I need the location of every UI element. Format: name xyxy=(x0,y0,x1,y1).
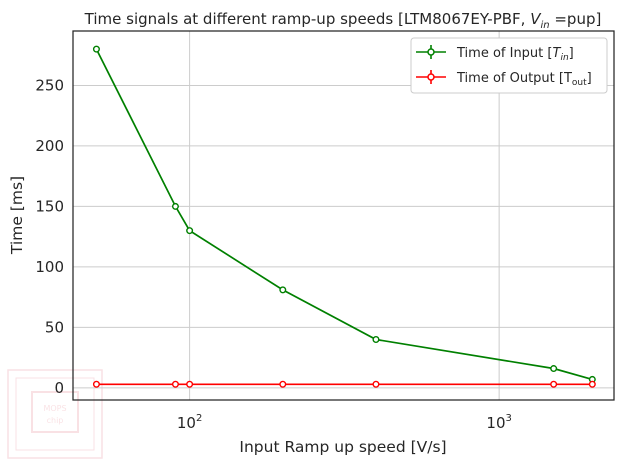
x-tick-label: 102 xyxy=(177,413,202,432)
y-axis-label: Time [ms] xyxy=(8,176,26,255)
y-tick-label: 250 xyxy=(35,76,64,94)
data-point-input xyxy=(372,336,380,344)
watermark-logo: MOPS chip xyxy=(7,369,103,459)
data-point-output xyxy=(171,380,179,388)
data-point-output xyxy=(92,380,100,388)
tick-labels: 0 50 100 150 200 250 102 103 xyxy=(35,76,512,432)
legend-box xyxy=(410,37,608,94)
series-layer xyxy=(92,45,596,388)
legend-label-input: Time of Input [Tin] xyxy=(456,46,574,63)
data-point-input xyxy=(279,286,287,294)
plot-frame xyxy=(72,30,615,401)
data-point-output xyxy=(550,380,558,388)
y-tick-label: 150 xyxy=(35,197,64,215)
data-point-input xyxy=(171,202,179,210)
x-tick-label: 103 xyxy=(486,413,511,432)
y-tick-label: 100 xyxy=(35,258,64,276)
legend-item-input: Time of Input [Tin] xyxy=(416,45,574,63)
svg-text:chip: chip xyxy=(47,416,64,425)
y-tick-label: 0 xyxy=(54,379,64,397)
data-point-input xyxy=(550,365,558,373)
y-tick-label: 50 xyxy=(45,318,64,336)
svg-text:MOPS: MOPS xyxy=(43,404,66,413)
data-point-output xyxy=(279,380,287,388)
chart-title: Time signals at different ramp-up speeds… xyxy=(84,10,602,31)
data-point-output xyxy=(186,380,194,388)
data-point-output xyxy=(372,380,380,388)
data-point-output xyxy=(588,380,596,388)
y-tick-label: 200 xyxy=(35,137,64,155)
data-point-input xyxy=(186,227,194,235)
x-axis-label: Input Ramp up speed [V/s] xyxy=(239,438,446,456)
legend-label-output: Time of Output [Tout] xyxy=(456,71,592,88)
legend-item-output: Time of Output [Tout] xyxy=(416,70,592,88)
legend: Time of Input [Tin] Time of Output [Tout… xyxy=(410,37,608,94)
data-point-input xyxy=(92,45,100,53)
grid-lines xyxy=(73,31,614,400)
series-line-input xyxy=(95,48,593,381)
